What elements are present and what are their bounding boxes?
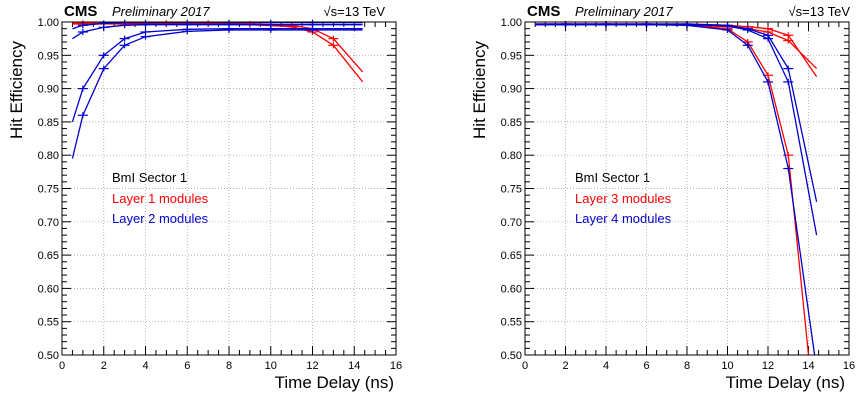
panel-1: CMS Preliminary 2017 √s=13 TeV Hit Effic… [7, 3, 394, 392]
x-tick-label: 10 [265, 360, 277, 372]
y-tick-label: 0.75 [501, 184, 522, 196]
x-tick-label: 6 [643, 360, 649, 372]
series-4-line [535, 23, 818, 202]
y-axis-label: Hit Efficiency [7, 41, 26, 139]
x-tick-label: 2 [101, 360, 107, 372]
y-tick-label: 0.50 [501, 350, 522, 362]
y-tick-label: 0.80 [38, 150, 59, 162]
y-tick-label: 1.00 [38, 17, 59, 29]
y-tick-label: 0.70 [501, 217, 522, 229]
plot-frame [61, 21, 397, 356]
y-axis-label: Hit Efficiency [470, 41, 489, 139]
plot-frame [524, 21, 850, 356]
x-tick-label: 6 [184, 360, 190, 372]
series-2-line [72, 23, 364, 83]
x-tick-label: 10 [721, 360, 733, 372]
x-tick-label: 14 [348, 360, 360, 372]
series-1-line [535, 23, 818, 77]
y-tick-label: 0.75 [38, 184, 59, 196]
x-tick-label: 16 [843, 360, 855, 372]
x-tick-label: 8 [226, 360, 232, 372]
legend-title: BmI Sector 1 [112, 170, 187, 185]
x-tick-label: 16 [390, 360, 402, 372]
x-tick-label: 2 [562, 360, 568, 372]
plot-area-2: 0 2 4 6 8 10 12 14 16 0.50 0.55 0.60 0.65 0.70 0.75 0.8… [501, 17, 856, 372]
x-tick-label: 4 [603, 360, 609, 372]
series-5-line [71, 28, 363, 123]
y-tick-label: 0.65 [501, 250, 522, 262]
y-tick-label: 0.65 [38, 250, 59, 262]
x-tick-label: 0 [522, 360, 528, 372]
x-tick-label: 4 [142, 360, 148, 372]
energy-label: √s=13 TeV [324, 4, 386, 19]
x-tick-label: 0 [59, 360, 65, 372]
cms-label: CMS [527, 3, 560, 20]
y-tick-label: 0.60 [38, 283, 59, 295]
x-tick-label: 14 [802, 360, 814, 372]
legend-entry-layer-4: Layer 4 modules [575, 211, 672, 226]
y-tick-label: 0.95 [38, 50, 59, 62]
y-tick-label: 0.55 [38, 317, 59, 329]
series-4-line [72, 24, 363, 40]
y-tick-label: 0.50 [38, 350, 59, 362]
legend-title: BmI Sector 1 [575, 170, 650, 185]
panel-2: CMS Preliminary 2017 √s=13 TeV Hit Effic… [470, 3, 850, 392]
y-tick-label: 0.95 [501, 50, 522, 62]
y-tick-label: 0.85 [501, 117, 522, 129]
series-3-line [72, 22, 363, 30]
legend-entry-layer-2: Layer 2 modules [112, 211, 209, 226]
series-6-line [71, 29, 363, 159]
preliminary-label: Preliminary 2017 [575, 4, 673, 19]
y-tick-label: 0.60 [501, 283, 522, 295]
x-tick-label: 12 [306, 360, 318, 372]
cms-label: CMS [64, 3, 97, 20]
legend-entry-layer-1: Layer 1 modules [112, 191, 209, 206]
preliminary-label: Preliminary 2017 [112, 4, 210, 19]
x-tick-label: 12 [762, 360, 774, 372]
plot-area-1: 0 2 4 6 8 10 12 14 16 0.50 0.55 0.60 0.65 0.70 0.75 0.8… [38, 17, 403, 372]
y-tick-label: 0.70 [38, 217, 59, 229]
y-tick-label: 1.00 [501, 17, 522, 29]
x-axis-label: Time Delay (ns) [726, 373, 845, 392]
y-tick-label: 0.90 [501, 84, 522, 96]
y-tick-label: 0.55 [501, 317, 522, 329]
y-tick-label: 0.80 [501, 150, 522, 162]
x-tick-label: 8 [684, 360, 690, 372]
energy-label: √s=13 TeV [789, 4, 851, 19]
x-axis-label: Time Delay (ns) [275, 373, 394, 392]
legend-entry-layer-3: Layer 3 modules [575, 191, 672, 206]
y-tick-label: 0.90 [38, 84, 59, 96]
series-6-line [535, 24, 816, 356]
y-tick-label: 0.85 [38, 117, 59, 129]
